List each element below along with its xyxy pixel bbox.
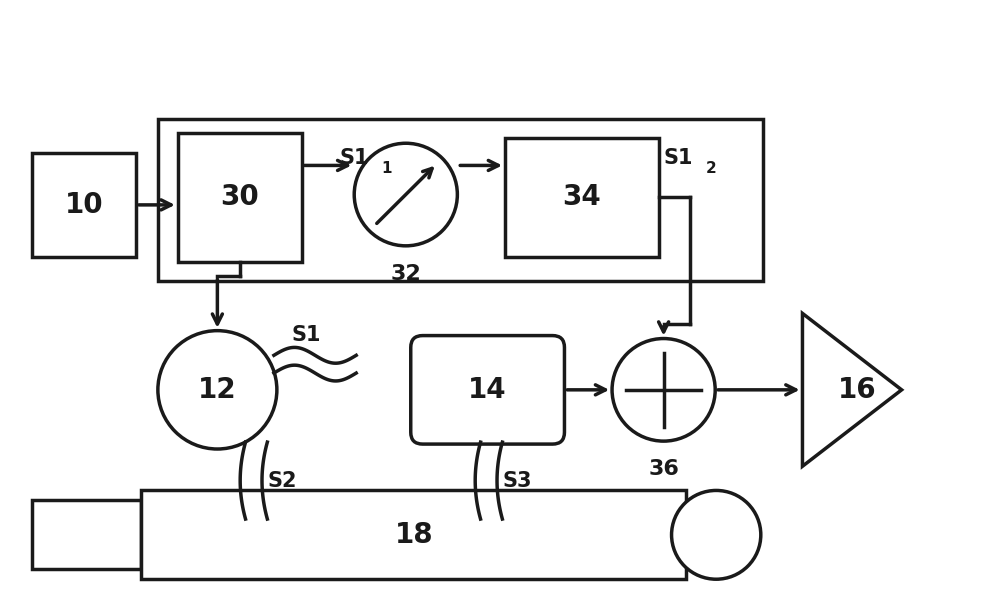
Circle shape — [672, 491, 761, 579]
Text: 30: 30 — [220, 183, 259, 211]
Polygon shape — [802, 313, 902, 466]
Bar — [141, 491, 686, 579]
Circle shape — [612, 338, 715, 441]
Circle shape — [158, 331, 277, 449]
Text: S1: S1 — [339, 148, 369, 168]
Text: S1: S1 — [664, 148, 693, 168]
Bar — [505, 138, 659, 257]
Text: 18: 18 — [394, 521, 433, 549]
Text: 10: 10 — [65, 191, 103, 219]
Text: S2: S2 — [268, 470, 297, 491]
Text: 16: 16 — [838, 376, 876, 404]
Bar — [32, 153, 136, 257]
Circle shape — [354, 143, 457, 246]
Text: 1: 1 — [381, 161, 392, 176]
Text: 2: 2 — [705, 161, 716, 176]
Text: 12: 12 — [198, 376, 237, 404]
Bar — [178, 133, 302, 262]
FancyBboxPatch shape — [411, 335, 564, 444]
Text: S1: S1 — [292, 326, 321, 345]
Text: 34: 34 — [562, 183, 601, 211]
Bar — [158, 119, 763, 281]
Text: S3: S3 — [503, 470, 532, 491]
Text: 32: 32 — [390, 263, 421, 284]
Text: 36: 36 — [648, 459, 679, 479]
Bar — [32, 500, 141, 569]
Text: 14: 14 — [468, 376, 507, 404]
